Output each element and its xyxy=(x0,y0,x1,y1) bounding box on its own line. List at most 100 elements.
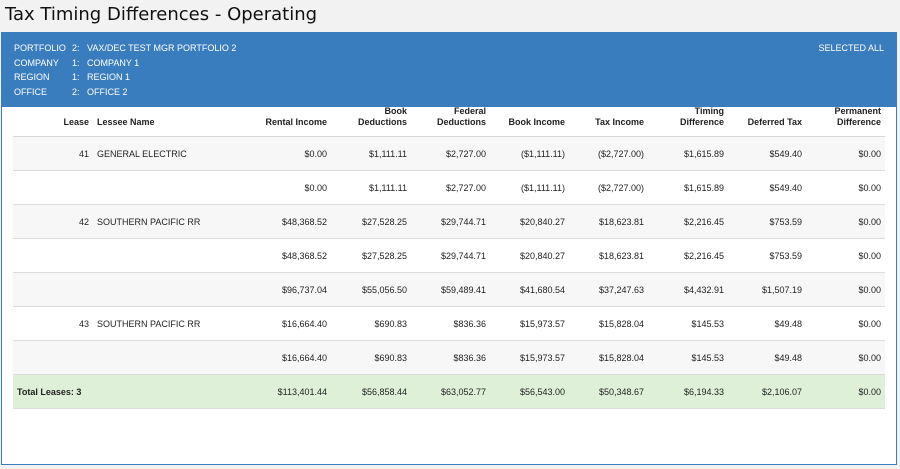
col-header-lessee-name[interactable]: Lessee Name xyxy=(93,90,243,137)
selected-all-label: SELECTED ALL xyxy=(818,43,884,53)
cell-tax-income: $37,247.63 xyxy=(569,272,648,307)
table-row[interactable]: $0.00 $1,111.11 $2,727.00 ($1,111.11) ($2,72… xyxy=(13,170,885,205)
cell-timing-difference: $4,432.91 xyxy=(648,272,728,307)
col-header-timing-difference[interactable]: Timing Difference xyxy=(648,90,728,137)
filter-code: 1: xyxy=(72,57,80,68)
cell-lessee-name: SOUTHERN PACIFIC RR xyxy=(93,204,243,239)
cell-permanent-difference: $0.00 xyxy=(806,170,885,205)
cell-timing-difference: $2,216.45 xyxy=(648,238,728,273)
cell-federal-deductions: $2,727.00 xyxy=(411,136,490,171)
filter-portfolio: PORTFOLIO 2: VAX/DEC TEST MGR PORTFOLIO … xyxy=(14,41,236,56)
table-row[interactable]: 42 SOUTHERN PACIFIC RR $48,368.52 $27,528.2… xyxy=(13,204,885,239)
table-row[interactable]: 43 SOUTHERN PACIFIC RR $16,664.40 $690.83 $8… xyxy=(13,306,885,341)
cell-timing-difference: $1,615.89 xyxy=(648,170,728,205)
filter-label: PORTFOLIO xyxy=(14,43,66,53)
cell-rental-income: $48,368.52 xyxy=(243,204,331,239)
cell-book-deductions: $1,111.11 xyxy=(331,136,411,171)
table-row[interactable]: $48,368.52 $27,528.25 $29,744.71 $20,840.27… xyxy=(13,238,885,273)
total-rental-income: $113,401.44 xyxy=(243,374,331,409)
cell-book-income: $41,680.54 xyxy=(490,272,569,307)
cell-rental-income: $16,664.40 xyxy=(243,340,331,375)
total-deferred-tax: $2,106.07 xyxy=(728,374,806,409)
cell-rental-income: $0.00 xyxy=(243,170,331,205)
filter-code: 1: xyxy=(72,72,80,82)
tax-timing-table: Lease Lessee Name Rental Income Book Dedu… xyxy=(13,90,885,409)
cell-book-income: $15,973.57 xyxy=(490,340,569,375)
cell-tax-income: $15,828.04 xyxy=(569,306,648,341)
cell-lease: 41 xyxy=(13,136,93,171)
col-header-lease[interactable]: Lease xyxy=(13,90,93,137)
cell-book-income: ($1,111.11) xyxy=(490,136,569,171)
cell-book-income: $20,840.27 xyxy=(490,204,569,239)
cell-lease xyxy=(13,238,93,273)
cell-timing-difference: $145.53 xyxy=(648,306,728,341)
cell-federal-deductions: $59,489.41 xyxy=(411,272,490,307)
cell-federal-deductions: $29,744.71 xyxy=(411,204,490,239)
cell-book-income: $15,973.57 xyxy=(490,306,569,341)
table-header-row: Lease Lessee Name Rental Income Book Dedu… xyxy=(13,90,885,137)
cell-deferred-tax: $753.59 xyxy=(728,204,806,239)
filter-label: COMPANY xyxy=(14,57,59,68)
cell-book-deductions: $690.83 xyxy=(331,340,411,375)
cell-federal-deductions: $29,744.71 xyxy=(411,238,490,273)
table-row[interactable]: 41 GENERAL ELECTRIC $0.00 $1,111.11 $2,727.0… xyxy=(13,136,885,171)
filter-company: COMPANY 1: COMPANY 1 xyxy=(14,56,236,71)
cell-tax-income: $18,623.81 xyxy=(569,204,648,239)
cell-lessee-name xyxy=(93,238,243,273)
cell-rental-income: $48,368.52 xyxy=(243,238,331,273)
cell-federal-deductions: $836.36 xyxy=(411,306,490,341)
cell-lessee-name xyxy=(93,272,243,307)
total-book-income: $56,543.00 xyxy=(490,374,569,409)
cell-lessee-name xyxy=(93,340,243,375)
col-header-tax-income[interactable]: Tax Income xyxy=(569,90,648,137)
cell-deferred-tax: $549.40 xyxy=(728,136,806,171)
cell-book-deductions: $55,056.50 xyxy=(331,272,411,307)
cell-permanent-difference: $0.00 xyxy=(806,238,885,273)
cell-lease xyxy=(13,340,93,375)
cell-book-deductions: $27,528.25 xyxy=(331,204,411,239)
cell-lease xyxy=(13,272,93,307)
cell-tax-income: $18,623.81 xyxy=(569,238,648,273)
col-header-book-income[interactable]: Book Income xyxy=(490,90,569,137)
cell-book-income: ($1,111.11) xyxy=(490,170,569,205)
cell-lessee-name xyxy=(93,170,243,205)
total-tax-income: $50,348.67 xyxy=(569,374,648,409)
cell-book-deductions: $690.83 xyxy=(331,306,411,341)
cell-book-deductions: $27,528.25 xyxy=(331,238,411,273)
table-row[interactable]: $16,664.40 $690.83 $836.36 $15,973.57 $15,82… xyxy=(13,340,885,375)
cell-tax-income: ($2,727.00) xyxy=(569,136,648,171)
cell-permanent-difference: $0.00 xyxy=(806,204,885,239)
col-header-book-deductions[interactable]: Book Deductions xyxy=(331,90,411,137)
cell-lease: 43 xyxy=(13,306,93,341)
filter-value: COMPANY 1 xyxy=(87,57,140,68)
col-header-federal-deductions[interactable]: Federal Deductions xyxy=(411,90,490,137)
cell-deferred-tax: $753.59 xyxy=(728,238,806,273)
cell-permanent-difference: $0.00 xyxy=(806,272,885,307)
cell-federal-deductions: $2,727.00 xyxy=(411,170,490,205)
cell-rental-income: $0.00 xyxy=(243,136,331,171)
cell-timing-difference: $1,615.89 xyxy=(648,136,728,171)
cell-tax-income: ($2,727.00) xyxy=(569,170,648,205)
cell-permanent-difference: $0.00 xyxy=(806,306,885,341)
filter-value: VAX/DEC TEST MGR PORTFOLIO 2 xyxy=(87,43,237,53)
cell-federal-deductions: $836.36 xyxy=(411,340,490,375)
total-book-deductions: $56,858.44 xyxy=(331,374,411,409)
filter-value: REGION 1 xyxy=(87,72,131,82)
cell-permanent-difference: $0.00 xyxy=(806,340,885,375)
cell-timing-difference: $2,216.45 xyxy=(648,204,728,239)
cell-lessee-name: SOUTHERN PACIFIC RR xyxy=(93,306,243,341)
cell-book-income: $20,840.27 xyxy=(490,238,569,273)
filter-label: REGION xyxy=(14,72,50,82)
col-header-deferred-tax[interactable]: Deferred Tax xyxy=(728,90,806,137)
cell-deferred-tax: $549.40 xyxy=(728,170,806,205)
col-header-permanent-difference[interactable]: Permanent Difference xyxy=(806,90,885,137)
total-row: Total Leases: 3 $113,401.44 $56,858.44 $… xyxy=(13,374,885,409)
cell-lease xyxy=(13,170,93,205)
table-row[interactable]: $96,737.04 $55,056.50 $59,489.41 $41,680.54… xyxy=(13,272,885,307)
cell-timing-difference: $145.53 xyxy=(648,340,728,375)
cell-lessee-name: GENERAL ELECTRIC xyxy=(93,136,243,171)
page-title: Tax Timing Differences - Operating xyxy=(5,4,318,25)
col-header-rental-income[interactable]: Rental Income xyxy=(243,90,331,137)
total-timing-difference: $6,194.33 xyxy=(648,374,728,409)
cell-book-deductions: $1,111.11 xyxy=(331,170,411,205)
